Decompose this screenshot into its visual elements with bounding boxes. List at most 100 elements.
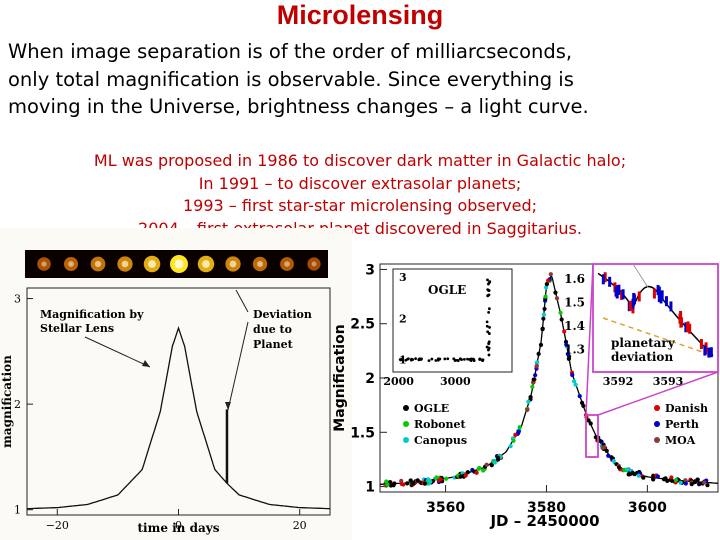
data-point — [391, 483, 396, 488]
inset-point — [487, 310, 491, 314]
lens-light-curve — [26, 326, 331, 510]
annotation-planet: Deviation — [253, 308, 312, 321]
image-strip-core — [202, 260, 210, 268]
y-axis-label: magnification — [0, 355, 14, 448]
data-point — [669, 478, 674, 483]
image-strip-core — [41, 261, 47, 267]
image-strip-core — [311, 261, 317, 267]
data-point — [541, 312, 547, 317]
intro-paragraph: When image separation is of the order of… — [8, 38, 718, 121]
inset-point — [481, 358, 485, 362]
deviation-point — [664, 296, 668, 307]
annotation-planet: due to — [253, 323, 292, 336]
data-point — [655, 474, 661, 479]
data-point — [401, 482, 406, 487]
inset-point — [430, 357, 434, 361]
data-point — [705, 483, 710, 488]
data-point — [465, 470, 471, 475]
inset-point — [486, 348, 490, 352]
data-point — [564, 342, 569, 347]
data-point — [669, 475, 674, 480]
inset-point — [406, 357, 410, 361]
x-tick-label: 0 — [175, 519, 182, 532]
data-point — [554, 296, 560, 301]
deviation-point — [685, 322, 689, 333]
data-point — [702, 480, 707, 485]
inset-point — [443, 357, 447, 361]
data-point — [415, 478, 420, 483]
data-point — [526, 399, 531, 404]
data-point — [525, 407, 530, 413]
inset-point — [487, 353, 491, 357]
data-point — [683, 481, 688, 486]
data-point — [697, 481, 702, 486]
data-point — [544, 282, 549, 287]
inset-x-tick-label: 3592 — [603, 375, 634, 388]
deviation-fit-gray — [632, 263, 649, 288]
annotation-stellar-lens: Stellar Lens — [40, 322, 114, 335]
inset-point — [478, 358, 482, 361]
data-point — [570, 372, 575, 378]
image-strip-core — [148, 260, 156, 268]
image-strip-core — [68, 261, 74, 267]
data-point — [544, 285, 549, 290]
legend-label: MOA — [665, 434, 696, 447]
data-point — [492, 460, 497, 465]
history-line: ML was proposed in 1986 to discover dark… — [93, 151, 627, 170]
data-point — [673, 477, 679, 483]
data-point — [542, 306, 547, 312]
annotation-arrow — [235, 289, 249, 313]
data-point — [496, 457, 501, 462]
data-point — [577, 394, 582, 399]
deviation-point — [652, 288, 656, 299]
data-point — [385, 482, 390, 487]
annotation-arrow — [227, 321, 249, 411]
data-point — [508, 443, 513, 449]
data-point — [405, 481, 410, 486]
y-axis-label: Magnification — [332, 324, 348, 431]
intro-line: only total magnification is observable. … — [8, 67, 574, 91]
deviation-point — [703, 345, 707, 356]
data-point — [630, 470, 635, 475]
data-point — [651, 473, 656, 478]
data-point — [484, 462, 489, 467]
data-point — [517, 425, 522, 430]
deviation-point — [699, 339, 703, 350]
data-point — [597, 438, 603, 444]
inset-point — [485, 320, 489, 324]
image-strip-core — [121, 260, 129, 268]
data-point — [546, 278, 551, 283]
data-point — [566, 356, 572, 361]
deviation-inset-title: planetary — [611, 336, 676, 350]
y-tick-label: 1 — [14, 504, 21, 517]
data-point — [602, 445, 607, 450]
intro-line: moving in the Universe, brightness chang… — [8, 95, 589, 118]
deviation-point — [709, 347, 713, 358]
inset-y-tick-label: 1.5 — [564, 296, 585, 310]
deviation-point — [656, 285, 660, 296]
intro-line: When image separation is of the order of… — [8, 40, 573, 63]
inset-point — [485, 345, 489, 349]
inset-x-tick-label: 3593 — [653, 375, 684, 388]
legend-label: Canopus — [414, 434, 467, 447]
data-point — [511, 438, 516, 443]
annotation-arrowhead — [225, 402, 231, 410]
data-point — [625, 467, 630, 472]
inset-point — [454, 358, 458, 362]
data-point — [536, 351, 541, 356]
y-tick-label: 1 — [365, 480, 375, 496]
data-point — [489, 463, 494, 468]
inset-point — [436, 357, 440, 361]
deviation-inset-title: deviation — [611, 350, 673, 364]
legend-marker — [403, 405, 409, 411]
data-point — [558, 310, 563, 315]
data-point — [693, 479, 698, 485]
inset-point — [488, 325, 491, 329]
y-tick-label: 2 — [365, 371, 375, 387]
legend-marker — [654, 437, 660, 443]
legend-label: Robonet — [414, 418, 467, 431]
inset-point — [486, 294, 490, 298]
deviation-point — [632, 294, 636, 305]
legend-marker — [654, 421, 660, 427]
inset-point — [487, 307, 491, 311]
